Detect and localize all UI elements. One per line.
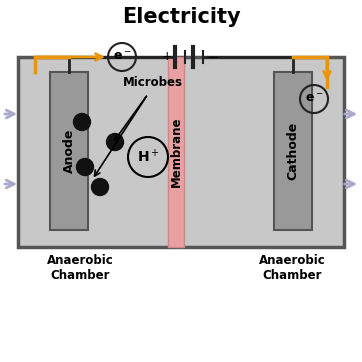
Text: −: − (207, 50, 219, 64)
Text: Cathode: Cathode (286, 122, 299, 180)
Bar (274, 72, 312, 230)
Text: +: + (162, 51, 172, 63)
Text: Anode: Anode (63, 129, 76, 173)
Text: Anaerobic
Chamber: Anaerobic Chamber (47, 254, 113, 282)
Text: $\mathbf{e}^-$: $\mathbf{e}^-$ (113, 51, 131, 63)
Bar (18, 57, 344, 247)
Circle shape (76, 159, 93, 176)
Text: Anaerobic
Chamber: Anaerobic Chamber (258, 254, 325, 282)
Circle shape (92, 178, 109, 195)
Text: $\mathbf{e}^-$: $\mathbf{e}^-$ (305, 93, 323, 105)
Circle shape (106, 134, 123, 151)
Bar (168, 57, 184, 247)
Bar (50, 72, 88, 230)
Text: Microbes: Microbes (123, 76, 183, 89)
Text: Electricity: Electricity (122, 7, 240, 27)
Circle shape (73, 114, 90, 130)
Text: $\mathbf{H}^+$: $\mathbf{H}^+$ (137, 148, 159, 166)
Text: Membrane: Membrane (169, 117, 182, 187)
